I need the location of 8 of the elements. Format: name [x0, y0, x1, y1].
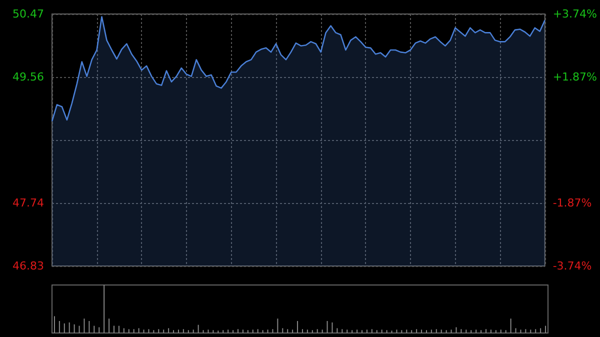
- y2-tick-label: +3.74%: [552, 8, 598, 20]
- y2-tick-label: -3.74%: [552, 260, 592, 272]
- y-tick-label: 50.47: [12, 8, 44, 20]
- y-tick-label: 49.56: [12, 70, 44, 84]
- y-tick-label: 46.83: [12, 260, 44, 272]
- y2-tick-label: -1.87%: [552, 196, 592, 210]
- y2-tick-label: +1.87%: [552, 70, 598, 84]
- y-tick-label: 47.74: [12, 196, 44, 210]
